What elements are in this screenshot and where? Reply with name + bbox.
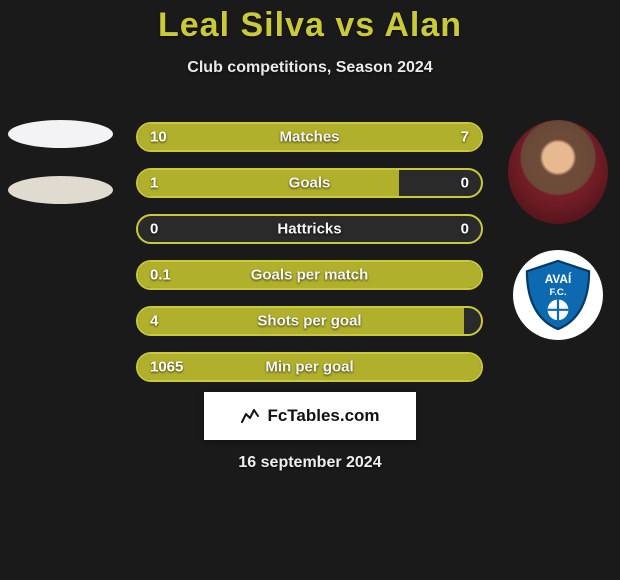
- stat-row-goals: 1 Goals 0: [136, 168, 483, 198]
- stat-value-left: 10: [150, 129, 167, 146]
- stats-container: 10 Matches 7 1 Goals 0 0 Hattricks 0 0.1…: [136, 122, 483, 398]
- club-text-top: AVAÍ: [545, 272, 572, 286]
- footer-date: 16 september 2024: [238, 454, 381, 472]
- stat-value-right: 0: [461, 175, 469, 192]
- footer-site-tag: FcTables.com: [204, 392, 416, 440]
- stat-label: Shots per goal: [257, 313, 361, 330]
- left-player-placeholder-1: [8, 120, 113, 148]
- stat-label: Goals per match: [251, 267, 369, 284]
- right-player-badges: AVAÍ F.C.: [508, 120, 608, 340]
- stat-value-left: 4: [150, 313, 158, 330]
- stat-row-goals-per-match: 0.1 Goals per match: [136, 260, 483, 290]
- stat-row-min-per-goal: 1065 Min per goal: [136, 352, 483, 382]
- stat-value-right: 0: [461, 221, 469, 238]
- club-text-bottom: F.C.: [549, 287, 566, 298]
- stat-label: Min per goal: [265, 359, 353, 376]
- stat-value-left: 1: [150, 175, 158, 192]
- footer-site-text: FcTables.com: [267, 406, 379, 426]
- stat-label: Goals: [289, 175, 331, 192]
- player-photo: [508, 120, 608, 224]
- club-shield-icon: AVAÍ F.C.: [521, 258, 595, 332]
- left-player-badges: [8, 120, 113, 232]
- stat-value-left: 0.1: [150, 267, 171, 284]
- stat-row-hattricks: 0 Hattricks 0: [136, 214, 483, 244]
- stat-fill-left: [138, 170, 399, 196]
- stat-label: Matches: [279, 129, 339, 146]
- page-title: Leal Silva vs Alan: [0, 0, 620, 45]
- stat-label: Hattricks: [277, 221, 341, 238]
- left-player-placeholder-2: [8, 176, 113, 204]
- club-badge: AVAÍ F.C.: [513, 250, 603, 340]
- site-logo-icon: [240, 406, 260, 426]
- stat-value-right: 7: [461, 129, 469, 146]
- stat-row-matches: 10 Matches 7: [136, 122, 483, 152]
- stat-value-left: 0: [150, 221, 158, 238]
- stat-value-left: 1065: [150, 359, 183, 376]
- stat-row-shots-per-goal: 4 Shots per goal: [136, 306, 483, 336]
- page-subtitle: Club competitions, Season 2024: [0, 59, 620, 77]
